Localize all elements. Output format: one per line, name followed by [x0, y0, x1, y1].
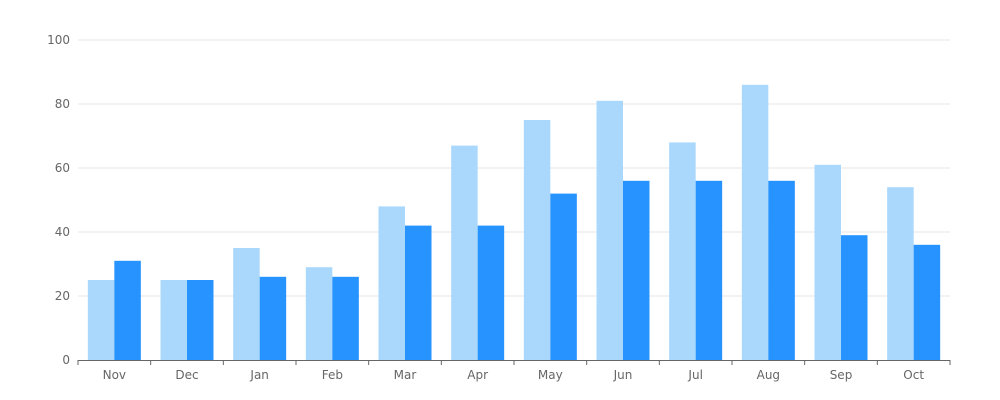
y-tick-label: 0 [62, 353, 70, 367]
x-tick-label: Jul [687, 368, 702, 382]
bar-series-2[interactable] [768, 180, 795, 360]
bar-series-2[interactable] [405, 225, 432, 360]
bar-series-2[interactable] [695, 180, 723, 360]
bar-series-1[interactable] [233, 248, 260, 360]
x-tick-label: Feb [322, 368, 343, 382]
bar-series-1[interactable] [305, 267, 333, 360]
bar-series-2[interactable] [187, 280, 214, 360]
bar-series-1[interactable] [887, 187, 914, 360]
axis-layer: 0 20 40 60 80 100 Nov Dec Jan Feb Mar Apr May Jun Jul A… [47, 33, 951, 382]
x-tick-label: Jan [249, 368, 269, 382]
bar-series-2[interactable] [550, 193, 577, 360]
bar-series-1[interactable] [87, 280, 115, 360]
y-tick-label: 80 [55, 97, 70, 111]
x-tick-label: Dec [175, 368, 198, 382]
bar-series-2[interactable] [623, 180, 650, 360]
y-tick-label: 100 [47, 33, 70, 47]
bar-series-1[interactable] [814, 164, 842, 360]
x-tick-label: Aug [757, 368, 780, 382]
x-tick-label: Apr [467, 368, 488, 382]
bar-series-2[interactable] [332, 276, 359, 360]
bar-series-2[interactable] [114, 260, 141, 360]
bar-series-2[interactable] [477, 225, 505, 360]
bar-series-1[interactable] [596, 100, 624, 361]
y-tick-label: 40 [55, 225, 70, 239]
bar-series-1[interactable] [160, 280, 188, 360]
grid-layer [78, 39, 950, 297]
bars-layer [87, 84, 941, 361]
bar-series-2[interactable] [841, 235, 868, 360]
x-tick-label: May [538, 368, 563, 382]
bar-series-1[interactable] [378, 206, 406, 360]
bar-series-1[interactable] [741, 84, 769, 361]
bar-series-2[interactable] [259, 276, 287, 360]
x-tick-label: Nov [103, 368, 126, 382]
bar-series-1[interactable] [523, 120, 551, 360]
x-tick-label: Jun [613, 368, 633, 382]
bar-series-1[interactable] [669, 142, 696, 360]
x-tick-label: Sep [830, 368, 853, 382]
y-tick-label: 20 [55, 289, 70, 303]
y-tick-label: 60 [55, 161, 70, 175]
x-tick-label: Mar [394, 368, 417, 382]
bar-series-1[interactable] [451, 145, 478, 360]
bar-series-2[interactable] [913, 244, 941, 360]
x-tick-label: Oct [903, 368, 924, 382]
